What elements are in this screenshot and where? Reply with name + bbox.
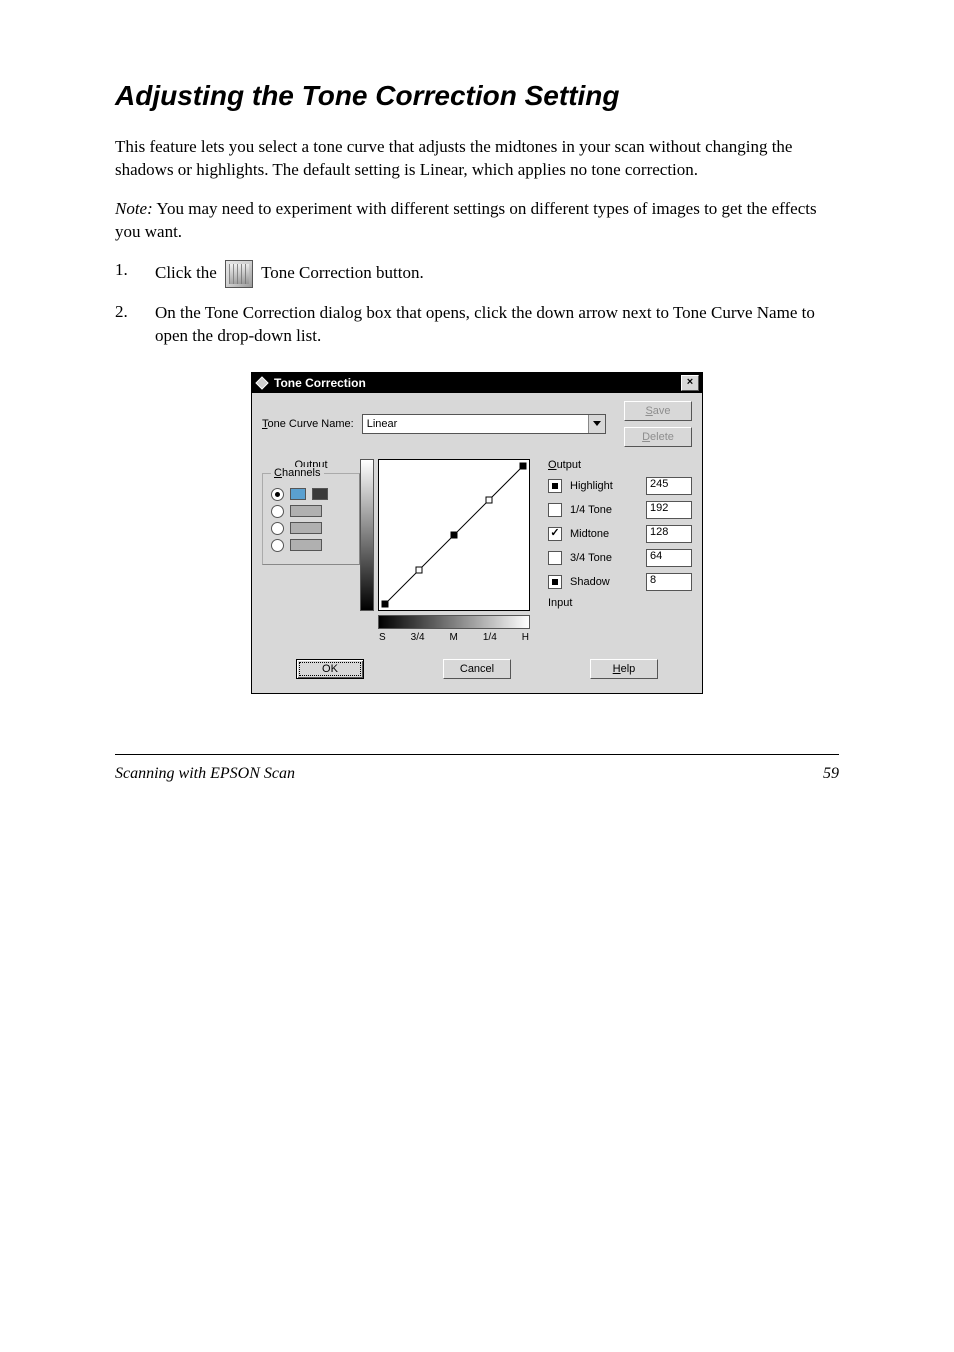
tick-label: M	[450, 632, 458, 643]
chevron-down-icon	[593, 421, 601, 426]
radio-icon	[271, 522, 284, 535]
cancel-button[interactable]: Cancel	[443, 659, 511, 679]
output-label: 1/4 Tone	[570, 504, 638, 516]
output-label: Shadow	[570, 576, 638, 588]
page-heading: Adjusting the Tone Correction Setting	[115, 80, 839, 112]
step-2-text: On the Tone Correction dialog box that o…	[155, 302, 839, 348]
output-checkbox[interactable]	[548, 479, 562, 493]
footer-section-title: Scanning with EPSON Scan	[115, 765, 295, 783]
tone-correction-dialog: Tone Correction × Tone Curve Name: Linea…	[251, 372, 703, 694]
help-button[interactable]: Help	[590, 659, 658, 679]
footer-rule	[115, 754, 839, 755]
output-checkbox[interactable]	[548, 575, 562, 589]
note-paragraph: Note: You may need to experiment with di…	[115, 198, 839, 244]
channel-radio-3[interactable]	[271, 539, 351, 552]
output-checkbox[interactable]	[548, 551, 562, 565]
channel-swatch	[312, 488, 328, 500]
tick-label: 1/4	[483, 632, 497, 643]
channel-radio-1[interactable]	[271, 505, 351, 518]
close-button[interactable]: ×	[681, 375, 699, 391]
radio-icon	[271, 488, 284, 501]
tick-label: 3/4	[411, 632, 425, 643]
output-row-midtone: Midtone 128	[548, 525, 692, 543]
output-checkbox[interactable]	[548, 503, 562, 517]
step-1-text: Click the Tone Correction button.	[155, 260, 424, 288]
channel-swatch	[290, 539, 322, 551]
output-value[interactable]: 192	[646, 501, 692, 519]
output-label: Midtone	[570, 528, 638, 540]
channel-radio-0[interactable]	[271, 488, 351, 501]
output-row-highlight: Highlight 245	[548, 477, 692, 495]
delete-button[interactable]: Delete	[624, 427, 692, 447]
output-label: 3/4 Tone	[570, 552, 638, 564]
tone-curve-name-combo[interactable]: Linear	[362, 414, 606, 434]
dialog-titlebar: Tone Correction ×	[252, 373, 702, 393]
tone-curve-editor[interactable]	[378, 459, 530, 611]
channels-legend: Channels	[271, 467, 324, 479]
ok-button[interactable]: OK	[296, 659, 364, 679]
radio-icon	[271, 505, 284, 518]
input-label: Input	[548, 597, 692, 609]
tone-correction-icon	[225, 260, 253, 288]
channel-swatch	[290, 522, 322, 534]
output-row-shadow: Shadow 8	[548, 573, 692, 591]
footer-page-number: 59	[823, 765, 839, 783]
combo-dropdown-button[interactable]	[588, 415, 605, 433]
output-checkbox[interactable]	[548, 527, 562, 541]
step-2-number: 2.	[115, 302, 155, 322]
channel-swatch	[290, 505, 322, 517]
note-label: Note:	[115, 199, 153, 218]
dialog-title-icon	[255, 376, 269, 390]
save-button[interactable]: Save	[624, 401, 692, 421]
channel-radio-2[interactable]	[271, 522, 351, 535]
output-value[interactable]: 64	[646, 549, 692, 567]
input-axis-ticks: S 3/4 M 1/4 H	[379, 632, 529, 643]
tick-label: S	[379, 632, 386, 643]
output-gradient-vertical	[360, 459, 374, 611]
tick-label: H	[522, 632, 529, 643]
step-1-number: 1.	[115, 260, 155, 280]
input-gradient-horizontal	[378, 615, 530, 629]
radio-icon	[271, 539, 284, 552]
output-value[interactable]: 128	[646, 525, 692, 543]
tone-curve-name-value: Linear	[363, 418, 588, 430]
note-text: You may need to experiment with differen…	[115, 199, 817, 241]
intro-paragraph: This feature lets you select a tone curv…	[115, 136, 839, 182]
output-row-3-4-tone: 3/4 Tone 64	[548, 549, 692, 567]
output-label: Highlight	[570, 480, 638, 492]
output-group-label: Output	[548, 459, 692, 471]
tone-curve-name-label: Tone Curve Name:	[262, 418, 354, 430]
output-value[interactable]: 245	[646, 477, 692, 495]
dialog-title: Tone Correction	[274, 376, 366, 390]
output-row-1-4-tone: 1/4 Tone 192	[548, 501, 692, 519]
channel-swatch	[290, 488, 306, 500]
output-value[interactable]: 8	[646, 573, 692, 591]
channels-fieldset: Channels	[262, 473, 360, 565]
